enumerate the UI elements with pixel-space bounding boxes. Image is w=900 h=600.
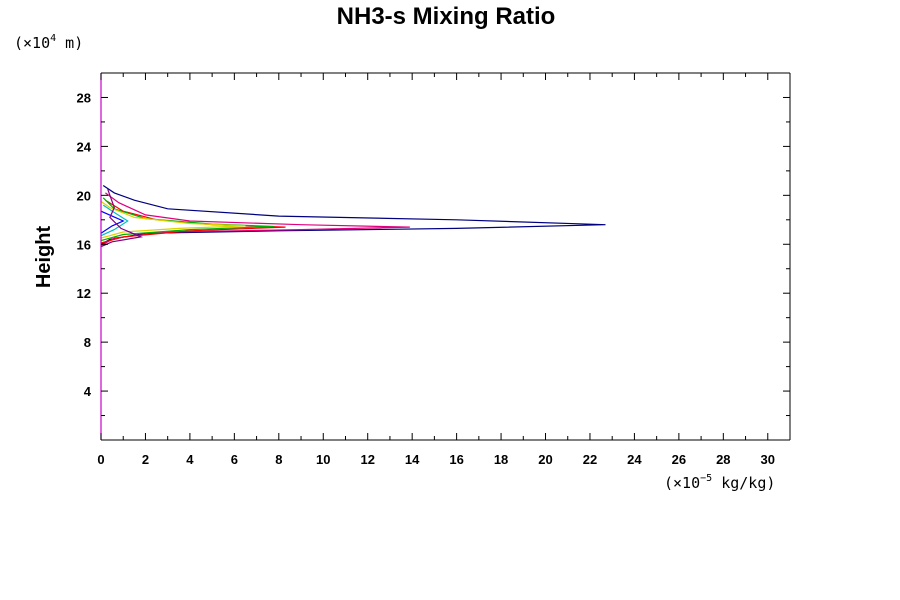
y-unit-label: (×104 m) bbox=[14, 33, 83, 52]
series-line-6 bbox=[100, 210, 125, 234]
y-ticks: 4 8 12 16 20 24 28 bbox=[77, 90, 790, 417]
series-line-5 bbox=[100, 204, 129, 237]
y-axis-label: Height bbox=[33, 226, 55, 289]
x-tick-label: 0 bbox=[97, 452, 104, 467]
series-line-3 bbox=[100, 197, 275, 242]
x-tick-label: 8 bbox=[275, 452, 282, 467]
series-line-0 bbox=[100, 185, 606, 245]
series-layer bbox=[100, 185, 606, 248]
x-tick-label: 20 bbox=[538, 452, 552, 467]
x-tick-label: 12 bbox=[360, 452, 374, 467]
y-tick-label: 4 bbox=[84, 384, 92, 399]
series-line-7 bbox=[100, 188, 144, 248]
x-tick-label: 4 bbox=[186, 452, 194, 467]
y-tick-label: 8 bbox=[84, 335, 91, 350]
x-tick-label: 24 bbox=[627, 452, 642, 467]
x-tick-label: 18 bbox=[494, 452, 508, 467]
x-tick-label: 6 bbox=[231, 452, 238, 467]
x-unit-label: (×10−5 kg/kg) bbox=[664, 473, 775, 492]
x-ticks: 0 2 4 6 8 10 12 14 16 18 20 22 24 26 28 30 bbox=[97, 73, 791, 467]
x-tick-label: 26 bbox=[672, 452, 686, 467]
x-tick-label: 30 bbox=[761, 452, 775, 467]
x-tick-label: 2 bbox=[142, 452, 149, 467]
y-tick-label: 16 bbox=[77, 237, 91, 252]
x-tick-label: 14 bbox=[405, 452, 420, 467]
x-tick-label: 16 bbox=[449, 452, 463, 467]
axes-layer bbox=[100, 72, 791, 441]
x-tick-label: 22 bbox=[583, 452, 597, 467]
y-tick-label: 24 bbox=[77, 139, 92, 154]
x-tick-label: 28 bbox=[716, 452, 730, 467]
y-tick-label: 28 bbox=[77, 90, 91, 105]
chart-title: NH3-s Mixing Ratio bbox=[337, 3, 556, 30]
y-tick-label: 12 bbox=[77, 286, 91, 301]
x-tick-label: 10 bbox=[316, 452, 330, 467]
y-tick-label: 20 bbox=[77, 188, 91, 203]
